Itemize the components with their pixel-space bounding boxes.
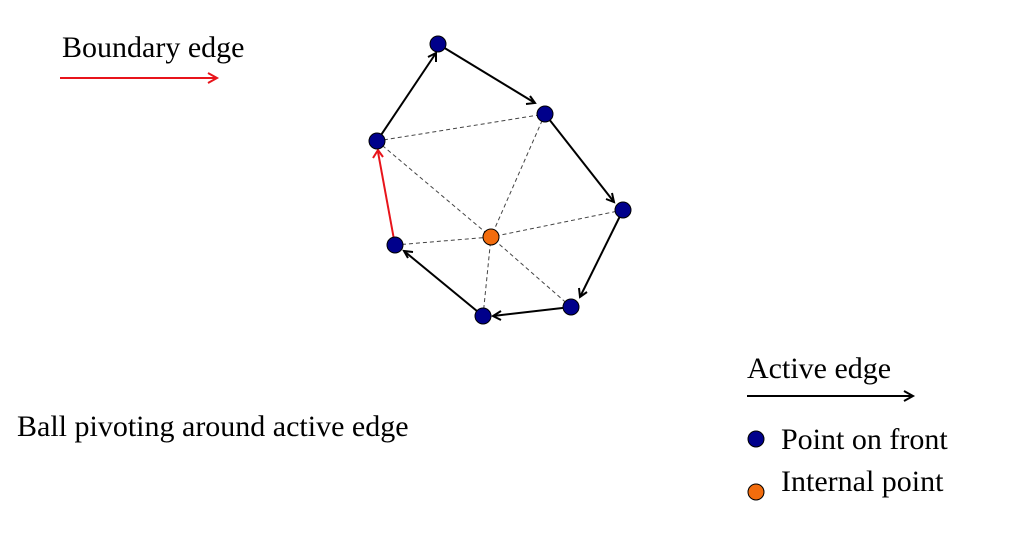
- front-point: [368, 132, 386, 150]
- front-point: [614, 201, 632, 219]
- internal-edge: [482, 236, 492, 317]
- legend-points: Point on front Internal point: [747, 423, 948, 501]
- front-point: [562, 298, 580, 316]
- boundary-arrowhead-icon: [372, 148, 384, 159]
- internal-edge: [376, 140, 492, 238]
- boundary-edge: [372, 148, 396, 246]
- active-edge-label: Active edge: [747, 352, 891, 385]
- boundary-edge-line: [377, 151, 396, 246]
- boundary-edge-arrowhead-icon: [207, 72, 220, 84]
- front-points: [368, 35, 632, 325]
- point-on-front-label: Point on front: [781, 423, 948, 456]
- internal-edge: [394, 236, 492, 246]
- arrowhead-icon: [578, 287, 588, 299]
- legend-active-edge: Active edge: [747, 352, 916, 402]
- front-edge: [437, 43, 536, 104]
- arrowhead-icon: [402, 249, 414, 259]
- front-point: [386, 236, 404, 254]
- front-edge: [403, 250, 484, 317]
- legend-boundary-edge: Boundary edge: [60, 31, 244, 84]
- caption: Ball pivoting around active edge: [17, 410, 409, 443]
- front-point: [429, 35, 447, 53]
- internal-edge: [490, 113, 546, 238]
- front-point: [536, 105, 554, 123]
- active-edge-arrowhead-icon: [903, 390, 916, 402]
- arrowhead-icon: [525, 95, 537, 105]
- arrowhead-icon: [490, 310, 502, 321]
- internal-point: [482, 228, 500, 246]
- front-edge: [579, 209, 624, 298]
- arrowhead-icon: [427, 51, 437, 62]
- internal-edge: [376, 113, 546, 142]
- front-edge: [544, 113, 615, 203]
- internal-point-legend-icon: [747, 483, 765, 501]
- internal-edge: [490, 209, 624, 238]
- arrowhead-icon: [605, 192, 616, 204]
- front-edge: [376, 52, 437, 142]
- front-point-legend-icon: [747, 430, 765, 448]
- internal-point-label: Internal point: [781, 465, 944, 498]
- internal-edges: [376, 113, 624, 317]
- boundary-edge-label: Boundary edge: [62, 31, 244, 64]
- front-edges: [376, 43, 624, 321]
- internal-edge: [490, 236, 572, 308]
- front-edge: [492, 306, 572, 317]
- front-point: [474, 307, 492, 325]
